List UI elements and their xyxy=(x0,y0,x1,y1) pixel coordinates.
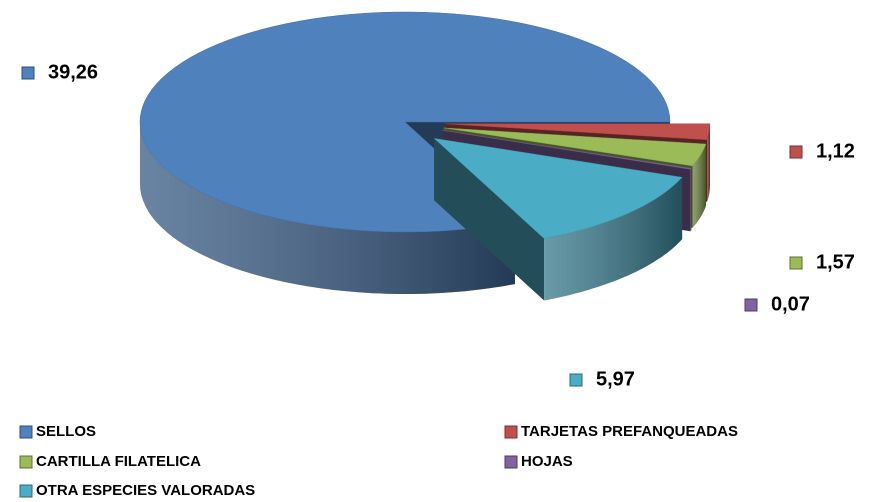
slice-side xyxy=(434,138,545,301)
slice xyxy=(442,130,692,170)
legend-label: TARJETAS PREFANQUEADAS xyxy=(521,423,738,440)
slice-wall-shade xyxy=(692,144,706,228)
label-marker xyxy=(744,298,758,312)
slice xyxy=(443,127,707,167)
legend-label: SELLOS xyxy=(36,423,96,440)
data-label: 1,12 xyxy=(816,140,855,162)
legend-marker xyxy=(19,455,33,469)
slice-wall-shade xyxy=(544,177,683,301)
label-marker xyxy=(789,256,803,270)
legend-label: OTRA ESPECIES VALORADAS xyxy=(36,482,255,499)
data-label: 0,07 xyxy=(771,293,810,315)
slice-wall-shade xyxy=(707,123,710,202)
slice-wall-shade xyxy=(140,122,515,294)
legend-label: HOJAS xyxy=(521,453,573,470)
data-label: 39,26 xyxy=(48,61,98,83)
slice xyxy=(433,138,683,239)
legend-marker xyxy=(19,484,33,498)
slice xyxy=(444,123,711,141)
data-label: 5,97 xyxy=(596,368,635,390)
data-label: 1,57 xyxy=(816,251,855,273)
label-marker xyxy=(21,66,35,80)
label-marker xyxy=(569,373,583,387)
slice-wall-shade xyxy=(690,168,692,232)
legend-marker xyxy=(504,425,518,439)
label-marker xyxy=(789,145,803,159)
legend-marker xyxy=(19,425,33,439)
legend-label: CARTILLA FILATELICA xyxy=(36,453,201,470)
legend-marker xyxy=(504,455,518,469)
slice xyxy=(139,11,671,233)
